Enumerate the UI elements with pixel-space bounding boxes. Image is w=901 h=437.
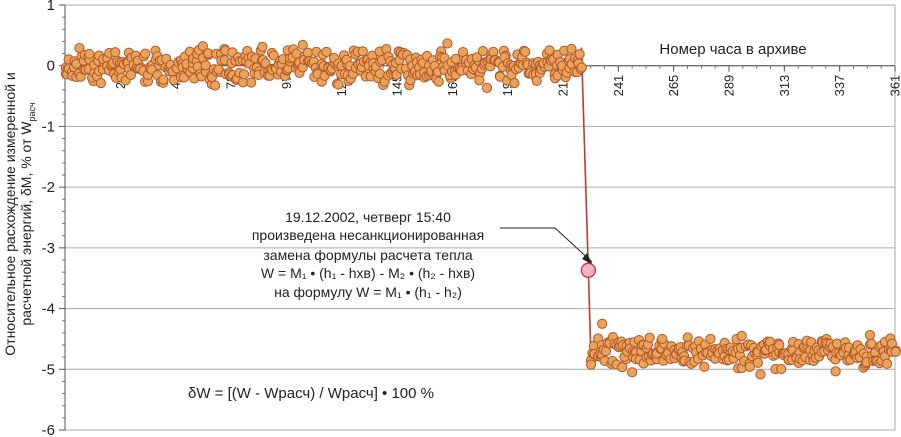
data-point [890,346,901,357]
y-tick-label: -5 [42,361,55,378]
y-tick-label: 0 [47,58,55,75]
data-point [158,74,169,85]
data-point [471,52,482,63]
annotation-line3: замена формулы расчета тепла [263,247,472,263]
y-tick-label: -4 [42,301,55,318]
data-point [774,339,785,351]
data-point [627,367,638,378]
data-point [736,330,747,342]
data-point [705,333,716,344]
x-tick-label: 145 [390,75,405,97]
data-point [197,41,208,52]
x-tick-label: 313 [777,75,792,97]
data-point [238,69,250,80]
data-point [864,329,876,341]
annotation-leader-line [500,227,593,263]
annotation-line2: произведена несанкционированная [252,227,484,243]
data-point [442,38,453,49]
data-point [474,75,485,86]
event-point [580,262,597,278]
data-series [60,38,901,380]
data-point [657,333,668,345]
y-axis-label: Относительное расхождение измеренной и р… [2,72,37,355]
data-point [321,46,332,57]
data-point [210,80,221,91]
data-point [333,79,344,90]
data-point [257,41,268,52]
y-axis-label-line2-main: расчетной энергий, δM, % от W [18,121,34,326]
annotation-arrowhead [582,253,592,264]
annotation-formula1: W = M₁ • (h₁ - hхв) - M₂ • (h₂ - hхв) [261,265,475,281]
data-point [213,64,224,75]
y-axis: 1 0 -1 -2 -3 -4 -5 -6 [42,0,66,437]
annotation-formula2: на формулу W = M₁ • (h₁ - h₂) [274,284,462,300]
x-axis-label: Номер часа в архиве [659,41,806,58]
data-point [433,76,444,87]
data-point [509,78,520,89]
x-tick-label: 265 [666,75,681,97]
data-point [699,361,710,372]
data-point [597,318,608,329]
transition-line [580,47,592,349]
data-point [755,369,766,380]
data-point [477,46,488,57]
y-tick-label: -6 [42,422,55,437]
x-tick-label: 289 [722,75,737,97]
data-point [544,45,555,56]
data-point [357,46,368,57]
data-point [246,77,257,88]
data-point [140,48,151,59]
data-point [481,82,493,93]
annotation-date: 19.12.2002, четверг 15:40 [285,209,451,225]
data-point [297,39,308,51]
data-point [200,60,211,71]
data-point [110,47,121,58]
data-point [830,366,841,377]
data-point [744,361,756,372]
data-point [752,357,764,368]
data-point [84,48,95,60]
x-tick-label: 361 [888,75,901,97]
data-point [125,69,136,81]
data-point [644,332,655,343]
data-point [881,358,893,369]
y-tick-label: -2 [42,179,55,196]
event-annotation: 19.12.2002, четверг 15:40 произведена не… [252,209,593,300]
y-axis-label-line2-sub: расч [27,102,37,121]
y-axis-label-line2: расчетной энергий, δM, % от Wрасч [18,102,37,326]
data-point [776,363,787,375]
y-tick-label: -3 [42,240,55,257]
y-axis-label-line1: Относительное расхождение измеренной и [2,72,18,355]
data-point [574,49,585,60]
y-tick-label: -1 [42,118,55,135]
data-point [576,62,587,73]
data-point [291,48,302,59]
x-tick-label: 241 [611,75,626,97]
formula-note: δW = [(W - Wрасч) / Wрасч] • 100 % [188,385,434,402]
data-point [95,78,107,89]
y-tick-label: 1 [47,0,55,14]
data-point [566,43,577,54]
x-tick-label: 337 [832,75,847,97]
data-point [520,46,531,57]
data-point [585,359,597,370]
